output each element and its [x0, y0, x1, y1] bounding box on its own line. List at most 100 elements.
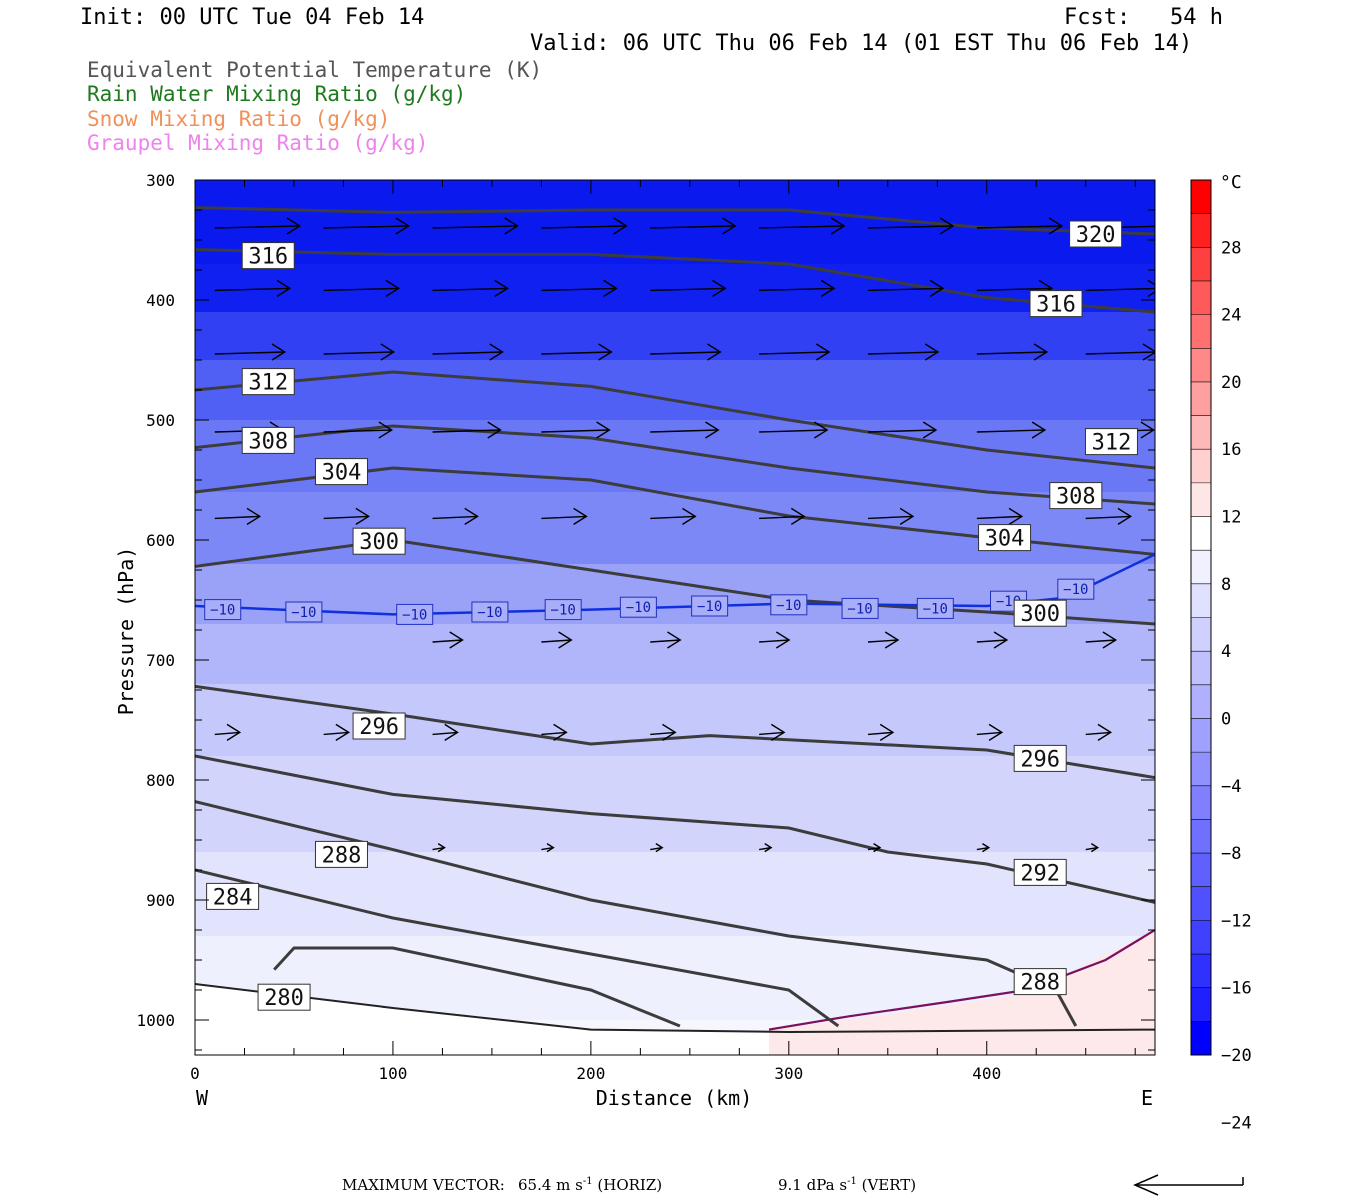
wind-arrow-shaft	[1085, 287, 1155, 292]
wind-arrow-shaft	[976, 846, 989, 851]
x-axis-label: Distance (km)	[596, 1086, 753, 1110]
init-time: Init: 00 UTC Tue 04 Feb 14	[80, 5, 425, 30]
west-label: W	[196, 1086, 209, 1110]
wind-arrow-head	[988, 723, 1004, 741]
east-label: E	[1141, 1086, 1153, 1110]
isotherm-label: −10	[1063, 582, 1088, 598]
wind-arrow-shaft	[432, 515, 478, 520]
wind-arrow-head	[596, 421, 611, 439]
y-tick-label: 800	[146, 771, 175, 790]
wind-arrow-shaft	[541, 846, 554, 851]
y-tick-label: 900	[146, 891, 175, 910]
colorbar-tick-label: 16	[1221, 440, 1241, 460]
wind-arrow-head	[813, 421, 829, 439]
isotherm-label-box	[770, 594, 808, 616]
theta-e-320-line	[195, 206, 1155, 236]
wind-arrow-shaft	[432, 639, 463, 643]
wind-arrow-shaft	[214, 731, 240, 736]
isotherm-label: −10	[847, 601, 872, 617]
theta-e-312-line	[195, 370, 1155, 470]
temp-band	[195, 312, 1155, 360]
max-vert-vector: 9.1 dPa s-1 (VERT)	[778, 1176, 917, 1194]
wind-arrow-shaft	[432, 846, 445, 851]
wind-arrow-shaft	[759, 287, 835, 292]
contour-label-box	[1013, 968, 1067, 996]
wind-arrow-head	[380, 343, 395, 361]
colorbar-tick-label: 24	[1221, 306, 1241, 326]
wind-arrow-shaft	[323, 351, 394, 355]
wind-arrow-head	[603, 279, 618, 297]
wind-arrow-head	[655, 843, 664, 853]
warm-surface-fill	[768, 929, 1155, 1055]
wind-arrow-head	[437, 843, 446, 853]
wind-arrow-head	[494, 279, 509, 297]
wind-arrow-head	[682, 507, 697, 525]
isotherm-minus-10: −10 −10 −10 −10 −10 −10 −10 −10 −10 −10 −10−10	[195, 553, 1155, 625]
wind-arrow-head	[1090, 843, 1100, 853]
contour-label-box	[241, 368, 295, 396]
contour-label: 280	[264, 986, 304, 1011]
wind-arrow-shaft	[432, 351, 503, 355]
cross-section-chart: −10 −10 −10 −10 −10 −10 −10 −10 −10 −10 −10−10 320…	[114, 171, 1252, 1133]
isotherm-label-box	[916, 597, 954, 619]
wind-arrow-head	[722, 217, 737, 235]
contour-label: 296	[359, 715, 399, 740]
contour-labels: 320 316 316 312 312 308 308 304 304 300 300 296 296 2…	[206, 220, 1138, 1011]
wind-arrow-shaft	[323, 731, 349, 736]
colorbar-tick-label: −16	[1221, 979, 1252, 999]
theta-e-308-line	[195, 424, 1155, 506]
colorbar-tick-label: 0	[1221, 709, 1231, 729]
wind-arrow-head	[929, 279, 945, 297]
wind-arrow-head	[820, 279, 836, 297]
theta-e-316-line	[195, 248, 1155, 314]
plot-frame	[194, 179, 1156, 1056]
contour-label-box	[241, 242, 295, 270]
colorbar-swatch	[1191, 785, 1211, 820]
colorbar-swatch	[1191, 684, 1211, 719]
wind-arrow-head	[1158, 218, 1171, 234]
wind-arrow-head	[1142, 343, 1155, 361]
wind-arrow-shaft	[867, 731, 894, 736]
colorbar-swatch	[1191, 280, 1211, 316]
y-tick-label: 1000	[136, 1011, 175, 1030]
temp-band	[195, 684, 1155, 756]
colorbar-tick-label: −20	[1221, 1046, 1252, 1066]
contour-label: 296	[1020, 747, 1060, 772]
isotherm-label: −10	[776, 598, 801, 614]
isotherm-label: −10	[291, 605, 316, 621]
contour-label-box	[1013, 599, 1067, 627]
x-tick-label: 200	[576, 1064, 605, 1083]
colorbar-swatch	[1191, 180, 1211, 215]
wind-arrow-shaft	[541, 429, 610, 433]
x-tick-label: 300	[774, 1064, 803, 1083]
colorbar-swatch	[1191, 886, 1211, 921]
colorbar-swatch	[1191, 853, 1211, 888]
wind-arrow-head	[993, 631, 1009, 649]
wind-arrow-shaft	[867, 225, 954, 229]
colorbar-swatch	[1191, 314, 1211, 349]
wind-arrow-head	[662, 723, 677, 741]
contour-label: 284	[213, 885, 253, 910]
wind-arrow-head	[449, 631, 464, 649]
wind-arrow-shaft	[759, 731, 785, 736]
wind-arrow-head	[775, 631, 791, 649]
y-tick-label: 300	[146, 171, 175, 190]
wind-arrow-shaft	[541, 225, 627, 229]
wind-arrow-shaft	[759, 515, 805, 520]
surface-line	[195, 983, 1155, 1034]
wind-arrow-head	[489, 343, 504, 361]
contour-label-box	[314, 458, 368, 486]
legend-theta-e: Equivalent Potential Temperature (K)	[87, 58, 543, 82]
wind-arrow-shaft	[976, 351, 1047, 355]
y-tick-label: 600	[146, 531, 175, 550]
wind-arrow-shaft	[759, 429, 828, 433]
max-vector-label: MAXIMUM VECTOR:	[342, 1176, 505, 1194]
isotherm-label-box	[691, 595, 729, 617]
wind-arrow-head	[1031, 421, 1047, 439]
wind-arrow-head	[378, 421, 393, 439]
isotherm-label-box	[544, 599, 582, 621]
wind-arrow-head	[573, 507, 588, 525]
wind-arrow-head	[226, 723, 242, 741]
colorbar-swatch	[1191, 449, 1211, 484]
